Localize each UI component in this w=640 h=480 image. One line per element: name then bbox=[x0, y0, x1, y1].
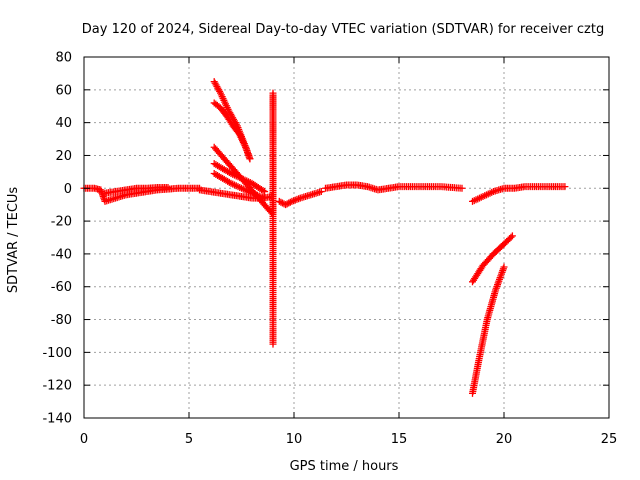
data-point bbox=[317, 188, 325, 196]
data-point bbox=[236, 132, 244, 140]
x-tick-label: 25 bbox=[601, 432, 618, 447]
data-point bbox=[508, 232, 516, 240]
y-tick-label: 40 bbox=[55, 116, 72, 131]
y-tick-label: -80 bbox=[51, 313, 72, 328]
data-point bbox=[275, 197, 283, 205]
x-axis-label: GPS time / hours bbox=[290, 459, 399, 474]
data-point bbox=[246, 155, 254, 163]
data-point bbox=[285, 199, 293, 207]
data-point bbox=[286, 198, 294, 206]
grid bbox=[84, 57, 609, 418]
data-point bbox=[507, 233, 515, 241]
x-tick-label: 0 bbox=[80, 432, 88, 447]
data-point bbox=[239, 137, 247, 145]
data-point bbox=[288, 197, 296, 205]
data-point bbox=[237, 133, 245, 141]
data-point bbox=[278, 199, 286, 207]
data-point bbox=[561, 183, 569, 191]
y-tick-label: -60 bbox=[51, 280, 72, 295]
chart-title: Day 120 of 2024, Sidereal Day-to-day VTE… bbox=[82, 22, 604, 37]
data-points bbox=[80, 78, 569, 397]
data-point bbox=[241, 142, 249, 150]
data-point bbox=[239, 138, 247, 146]
data-point bbox=[261, 188, 269, 196]
y-tick-label: 60 bbox=[55, 83, 72, 98]
axis-ticks bbox=[83, 56, 610, 419]
x-tick-label: 5 bbox=[185, 432, 193, 447]
data-point bbox=[235, 130, 243, 138]
y-tick-label: -140 bbox=[42, 412, 72, 427]
data-point bbox=[240, 140, 248, 148]
y-tick-label: 20 bbox=[55, 149, 72, 164]
y-tick-label: -120 bbox=[42, 379, 72, 394]
y-axis-label: SDTVAR / TECUs bbox=[6, 187, 21, 294]
x-tick-label: 15 bbox=[391, 432, 408, 447]
data-point bbox=[238, 135, 246, 143]
data-point bbox=[458, 184, 466, 192]
y-tick-label: 0 bbox=[64, 182, 72, 197]
y-tick-label: -40 bbox=[51, 247, 72, 262]
data-point bbox=[290, 197, 298, 205]
plot-frame bbox=[83, 56, 610, 419]
data-point bbox=[283, 200, 291, 208]
data-point bbox=[269, 340, 277, 348]
y-tick-label: -20 bbox=[51, 215, 72, 230]
data-point bbox=[164, 183, 172, 191]
x-tick-label: 20 bbox=[496, 432, 513, 447]
data-point bbox=[259, 187, 267, 195]
data-point bbox=[293, 195, 301, 203]
x-tick-label: 10 bbox=[286, 432, 303, 447]
data-point bbox=[291, 196, 299, 204]
data-point bbox=[277, 198, 285, 206]
y-tick-label: -100 bbox=[42, 346, 72, 361]
x-tick-labels: 0 5 10 15 20 25 bbox=[80, 432, 617, 447]
y-tick-labels: 80 60 40 20 0 -20 -40 -60 -80 -100 -120 -140 bbox=[42, 51, 72, 427]
data-point bbox=[282, 201, 290, 209]
data-point bbox=[500, 263, 508, 271]
y-tick-label: 80 bbox=[55, 51, 72, 66]
data-point bbox=[295, 195, 303, 203]
